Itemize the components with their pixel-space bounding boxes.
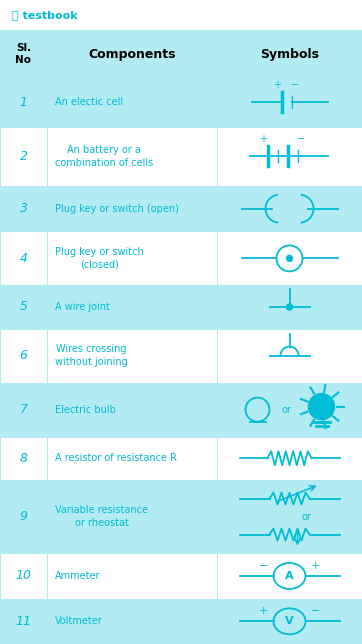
Bar <box>0 599 47 644</box>
Text: 5: 5 <box>20 301 28 314</box>
Text: An electic cell: An electic cell <box>55 97 123 108</box>
Bar <box>47 383 217 437</box>
Bar <box>47 78 217 127</box>
Bar <box>217 480 362 553</box>
Text: Plug key or switch (open): Plug key or switch (open) <box>55 204 179 214</box>
Text: 8: 8 <box>20 451 28 465</box>
Bar <box>217 599 362 644</box>
Bar <box>0 30 47 78</box>
Bar <box>47 127 217 186</box>
Text: −: − <box>311 606 320 616</box>
Bar <box>0 186 47 231</box>
Circle shape <box>286 304 292 310</box>
Bar <box>47 285 217 328</box>
Text: Wires crossing
without joining: Wires crossing without joining <box>55 345 128 367</box>
Bar <box>0 383 47 437</box>
Text: or: or <box>302 511 311 522</box>
Bar <box>47 599 217 644</box>
Text: V: V <box>285 616 294 627</box>
Text: A resistor of resistance R: A resistor of resistance R <box>55 453 177 463</box>
Bar <box>217 553 362 599</box>
Text: 3: 3 <box>20 202 28 215</box>
Bar <box>47 480 217 553</box>
Text: 1: 1 <box>20 96 28 109</box>
Bar <box>0 328 47 383</box>
Text: Voltmeter: Voltmeter <box>55 616 103 627</box>
Bar <box>0 553 47 599</box>
Text: Plug key or switch
(closed): Plug key or switch (closed) <box>55 247 144 270</box>
Text: 6: 6 <box>20 349 28 362</box>
Text: A: A <box>285 571 294 581</box>
Text: A wire joint: A wire joint <box>55 302 110 312</box>
Bar <box>217 127 362 186</box>
Text: 11: 11 <box>16 615 31 628</box>
Text: 4: 4 <box>20 252 28 265</box>
Bar <box>0 231 47 285</box>
Text: 7: 7 <box>20 403 28 416</box>
Bar <box>217 78 362 127</box>
Text: +: + <box>311 561 320 571</box>
Text: Ammeter: Ammeter <box>55 571 101 581</box>
Bar <box>47 328 217 383</box>
Bar <box>217 30 362 78</box>
Text: 10: 10 <box>16 569 31 582</box>
Bar <box>47 231 217 285</box>
Bar <box>0 480 47 553</box>
Bar <box>47 437 217 480</box>
Text: ⬛ testbook: ⬛ testbook <box>12 10 77 20</box>
Text: Components: Components <box>88 48 176 61</box>
Bar <box>217 231 362 285</box>
Bar <box>217 328 362 383</box>
Bar <box>0 78 47 127</box>
Text: 9: 9 <box>20 510 28 523</box>
Text: Electric bulb: Electric bulb <box>55 404 116 415</box>
Text: −: − <box>259 561 268 571</box>
Bar <box>47 30 217 78</box>
Text: An battery or a
combination of cells: An battery or a combination of cells <box>55 145 153 167</box>
Bar <box>217 383 362 437</box>
Text: Variable resistance
or rheostat: Variable resistance or rheostat <box>55 506 148 527</box>
Text: −: − <box>298 135 306 144</box>
Text: −: − <box>291 80 300 90</box>
Text: +: + <box>274 80 282 90</box>
Circle shape <box>286 256 292 261</box>
Bar <box>217 285 362 328</box>
Text: Sl.
No: Sl. No <box>16 43 31 65</box>
Text: Symbols: Symbols <box>260 48 319 61</box>
Bar <box>217 186 362 231</box>
Text: +: + <box>260 135 268 144</box>
Bar <box>0 127 47 186</box>
Text: or: or <box>282 404 291 415</box>
Bar <box>0 437 47 480</box>
Bar <box>47 553 217 599</box>
Text: 2: 2 <box>20 150 28 163</box>
Circle shape <box>308 393 334 420</box>
Bar <box>47 186 217 231</box>
Bar <box>0 285 47 328</box>
Bar <box>217 437 362 480</box>
Text: +: + <box>259 606 268 616</box>
